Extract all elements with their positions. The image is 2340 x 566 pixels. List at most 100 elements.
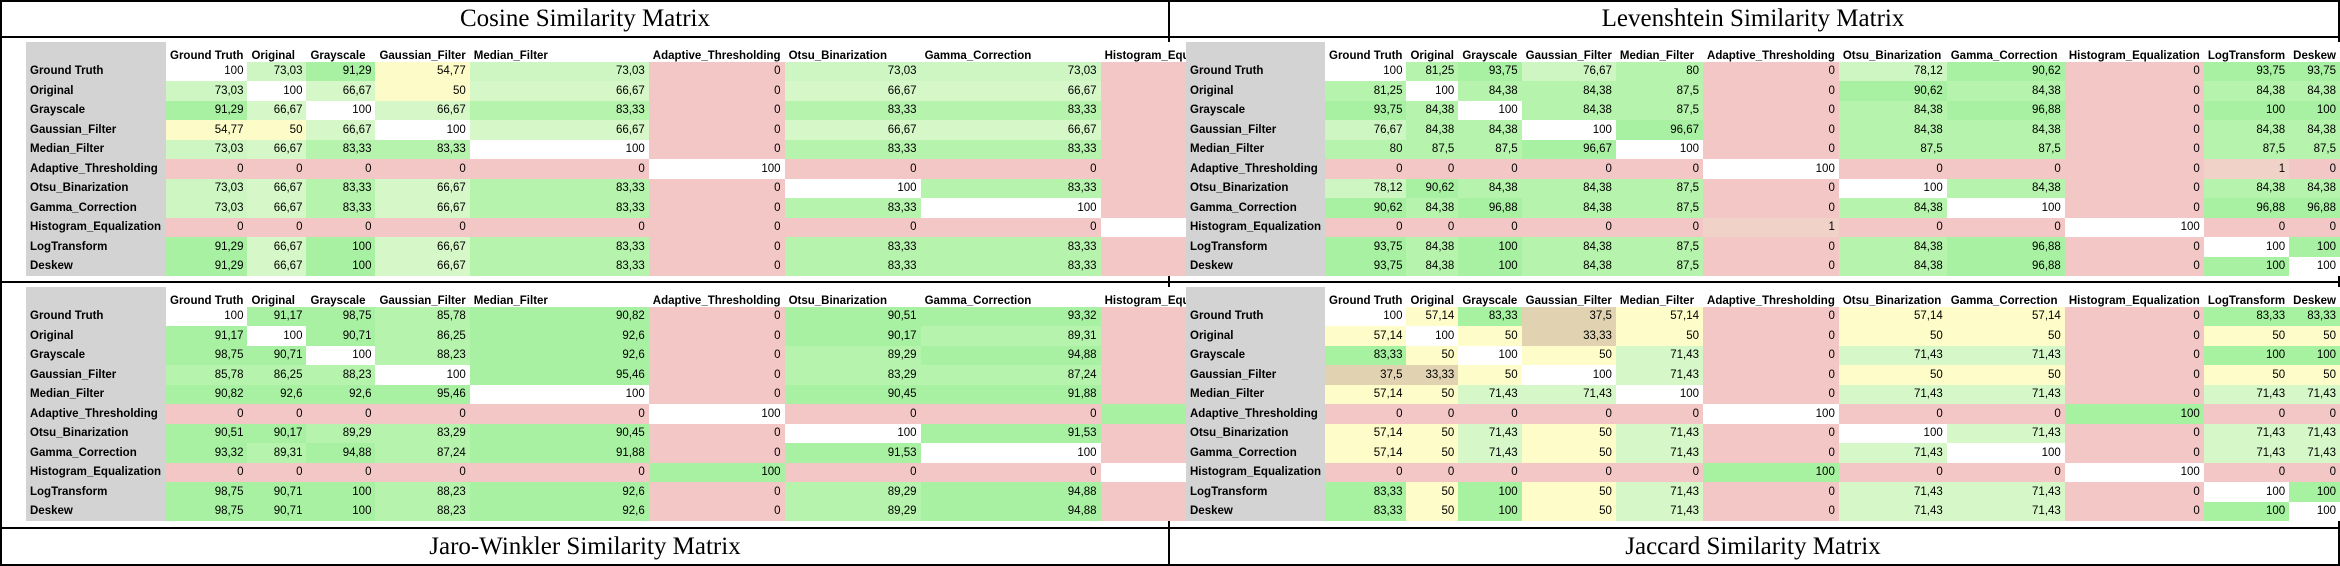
matrix-cell: 83,33	[784, 237, 921, 257]
matrix-cell: 0	[247, 159, 307, 179]
matrix-cell: 100	[2203, 501, 2290, 521]
matrix-cell: 87,5	[1406, 139, 1459, 159]
matrix-cell: 66,67	[469, 81, 649, 101]
matrix-cell: 0	[1325, 159, 1407, 179]
matrix-cell: 0	[648, 81, 785, 101]
matrix-cell: 71,43	[2203, 423, 2290, 443]
column-header: Original	[1406, 42, 1459, 62]
matrix-cell: 91,88	[920, 384, 1101, 404]
matrix-cell: 0	[1703, 501, 1839, 521]
matrix-cell: 96,67	[1615, 120, 1704, 140]
matrix-cell: 71,43	[1458, 384, 1522, 404]
matrix-cell: 0	[2064, 443, 2204, 463]
matrix-cell: 100	[1325, 61, 1407, 81]
matrix-cell: 100	[1458, 345, 1522, 365]
column-header: Median_Filter	[1615, 287, 1704, 307]
row-header: Grayscale	[1186, 345, 1325, 365]
matrix-cell: 0	[2064, 237, 2204, 257]
matrix-cell: 94,88	[306, 443, 376, 463]
matrix-cell: 71,43	[1615, 423, 1704, 443]
cosine-matrix: Ground Truth Original Grayscale Gaussian_Fi…	[26, 42, 1376, 276]
matrix-cell: 100	[1458, 482, 1522, 502]
jaro-winkler-title: Jaro-Winkler Similarity Matrix	[429, 533, 741, 560]
matrix-cell: 0	[920, 462, 1101, 482]
matrix-cell: 66,67	[375, 256, 470, 276]
matrix-cell: 0	[2064, 423, 2204, 443]
cosine-title: Cosine Similarity Matrix	[460, 5, 710, 32]
matrix-cell: 84,38	[2203, 120, 2290, 140]
matrix-cell: 90,17	[784, 326, 921, 346]
matrix-cell: 0	[1458, 159, 1522, 179]
matrix-cell: 100	[784, 178, 921, 198]
matrix-cell: 86,25	[247, 365, 307, 385]
matrix-cell: 90,45	[784, 384, 921, 404]
matrix-cell: 33,33	[1521, 326, 1616, 346]
matrix-cell: 50	[1615, 326, 1704, 346]
matrix-cell: 84,38	[1521, 237, 1616, 257]
matrix-cell: 0	[306, 159, 376, 179]
matrix-cell: 50	[1838, 365, 1947, 385]
matrix-cell: 0	[2064, 501, 2204, 521]
matrix-cell: 73,03	[166, 139, 248, 159]
matrix-cell: 0	[2064, 198, 2204, 218]
matrix-cell: 100	[247, 81, 307, 101]
matrix-cell: 100	[306, 100, 376, 120]
matrix-cell: 0	[648, 384, 785, 404]
matrix-cell: 100	[1325, 306, 1407, 326]
matrix-cell: 98,75	[306, 306, 376, 326]
matrix-cell: 0	[1615, 159, 1704, 179]
matrix-cell: 50	[1406, 345, 1459, 365]
matrix-cell: 57,14	[1325, 423, 1407, 443]
matrix-cell: 0	[247, 404, 307, 424]
jaccard-matrix: Ground Truth Original Grayscale Gaussian_Fi…	[1186, 287, 2340, 521]
matrix-cell: 37,5	[1325, 365, 1407, 385]
matrix-cell: 50	[375, 81, 470, 101]
matrix-cell: 83,33	[469, 237, 649, 257]
matrix-cell: 100	[1838, 178, 1947, 198]
matrix-cell: 0	[1703, 81, 1839, 101]
column-header: Gaussian_Filter	[1521, 287, 1616, 307]
matrix-cell: 0	[1703, 178, 1839, 198]
matrix-cell: 100	[2289, 100, 2340, 120]
matrix-cell: 0	[1458, 462, 1522, 482]
column-header: Ground Truth	[166, 42, 248, 62]
matrix-cell: 100	[648, 462, 785, 482]
matrix-cell: 92,6	[469, 326, 649, 346]
matrix-cell: 0	[469, 404, 649, 424]
matrix-cell: 0	[1838, 462, 1947, 482]
matrix-cell: 66,67	[306, 81, 376, 101]
matrix-cell: 0	[2289, 404, 2340, 424]
matrix-cell: 66,67	[375, 237, 470, 257]
matrix-cell: 83,33	[784, 198, 921, 218]
column-header: Gamma_Correction	[920, 287, 1101, 307]
matrix-cell: 0	[306, 217, 376, 237]
levenshtein-title: Levenshtein Similarity Matrix	[1601, 5, 1905, 32]
matrix-cell: 100	[1458, 100, 1522, 120]
matrix-cell: 84,38	[1406, 120, 1459, 140]
matrix-cell: 84,38	[1521, 100, 1616, 120]
matrix-cell: 84,38	[1521, 256, 1616, 276]
matrix-cell: 90,82	[469, 306, 649, 326]
matrix-cell: 71,43	[1946, 482, 2065, 502]
matrix-cell: 87,5	[1946, 139, 2065, 159]
matrix-cell: 73,03	[166, 81, 248, 101]
matrix-cell: 50	[1946, 365, 2065, 385]
matrix-cell: 100	[247, 326, 307, 346]
matrix-cell: 93,75	[1325, 237, 1407, 257]
matrix-cell: 90,45	[469, 423, 649, 443]
matrix-cell: 84,38	[1521, 178, 1616, 198]
matrix-cell: 80	[1615, 61, 1704, 81]
matrix-cell: 100	[469, 139, 649, 159]
matrix-cell: 90,71	[247, 345, 307, 365]
matrix-cell: 84,38	[1521, 198, 1616, 218]
matrix-cell: 33,33	[1406, 365, 1459, 385]
matrix-cell: 0	[2289, 462, 2340, 482]
matrix-cell: 100	[1615, 139, 1704, 159]
matrix-cell: 66,67	[247, 237, 307, 257]
matrix-cell: 71,43	[2203, 443, 2290, 463]
matrix-cell: 80	[1325, 139, 1407, 159]
matrix-cell: 84,38	[1406, 198, 1459, 218]
matrix-cell: 87,5	[1615, 100, 1704, 120]
column-header: Gamma_Correction	[1946, 287, 2065, 307]
matrix-cell: 0	[648, 198, 785, 218]
